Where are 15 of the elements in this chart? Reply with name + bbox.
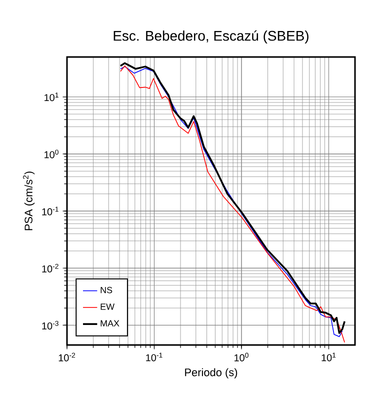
y-tick-label: 10$^{-1}$ [42,206,58,216]
y-tick-label: 10$^{0}$ [44,150,58,158]
chart-title: Esc. Bebedero, Escazú (SBEB) [114,30,308,44]
x-axis-title: Periodo (s) [185,368,238,378]
y-tick-label: 10$^{-2}$ [42,264,58,272]
y-tick-label: 10$^{-3}$ [42,320,58,330]
x-tick-label: 10$^{-1}$ [146,352,162,362]
x-tick-label: 10$^{-2}$ [58,352,76,362]
x-tick-label: 10$^{0}$ [234,352,248,362]
legend-label: NS [100,286,112,294]
x-tick-label: 10$^{1}$ [322,352,336,362]
y-axis-title: PSA (cm/s$^{2}$) [23,172,35,230]
y-tick-label: 10$^{1}$ [44,92,58,102]
legend-label: EW [100,304,114,310]
legend-label: MAX [100,320,120,326]
